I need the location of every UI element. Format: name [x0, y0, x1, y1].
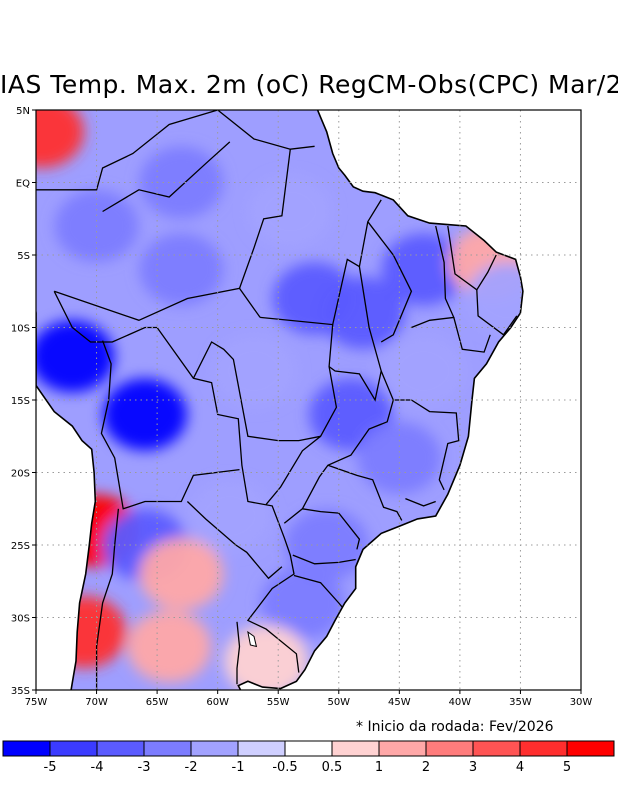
colorbar-swatch: [143, 740, 192, 757]
colorbar-label: -4: [91, 760, 104, 775]
lon-tick-label: 55W: [267, 697, 290, 708]
colorbar-label: 2: [422, 760, 430, 775]
colorbar-label: -1: [232, 760, 245, 775]
border-line: [53, 287, 261, 321]
border-line: [367, 221, 413, 343]
lon-tick-label: 40W: [449, 697, 472, 708]
border-line: [393, 399, 460, 491]
colorbar-swatch: [237, 740, 286, 757]
colorbar-label: -0.5: [272, 760, 297, 775]
border-line: [100, 340, 240, 510]
anomaly-blob: [127, 610, 212, 683]
lon-tick-label: 50W: [327, 697, 350, 708]
colorbar-label: 0.5: [322, 760, 343, 775]
border-line: [283, 370, 394, 524]
border-line: [328, 266, 382, 402]
lat-tick-label: 10S: [11, 324, 30, 335]
lon-tick-label: 75W: [25, 697, 48, 708]
border-line: [293, 574, 343, 608]
anomaly-blob: [36, 110, 85, 168]
border-line: [192, 341, 321, 442]
border-line: [302, 508, 361, 550]
anomaly-blob: [103, 378, 187, 451]
border-line: [236, 621, 241, 685]
border-line: [36, 110, 315, 191]
colorbar-label: -5: [44, 760, 57, 775]
anomaly-blob: [381, 335, 466, 407]
anomaly-blob: [224, 625, 309, 690]
colorbar-label: 4: [516, 760, 524, 775]
colorbar-label: -2: [185, 760, 198, 775]
colorbar-label: 5: [563, 760, 571, 775]
colorbar-label: 3: [469, 760, 477, 775]
border-line: [411, 225, 455, 329]
border-line: [292, 554, 356, 565]
colorbar-swatch: [425, 740, 474, 757]
lat-tick-label: EQ: [16, 179, 30, 190]
border-line: [186, 501, 283, 580]
anomaly-shading: [36, 110, 523, 690]
border-line: [405, 497, 436, 507]
border-line: [102, 141, 231, 213]
colorbar-swatch: [378, 740, 427, 757]
anomaly-blob: [36, 320, 115, 393]
colorbar-legend: -5 -4 -3 -2 -1 -0.5 0.5 1 2 3 4 5: [2, 740, 615, 775]
lon-tick-label: 70W: [85, 697, 108, 708]
lake-outline: [247, 630, 258, 648]
colorbar-swatch: [331, 740, 380, 757]
anomaly-blob: [187, 480, 272, 552]
anomaly-blob: [139, 233, 224, 306]
colorbar-swatch: [190, 740, 239, 757]
anomaly-blob: [466, 262, 523, 335]
lat-tick-label: 25S: [11, 541, 30, 552]
lat-tick-label: 20S: [11, 469, 30, 480]
lat-tick-label: 35S: [11, 686, 30, 697]
border-line: [238, 149, 291, 289]
anomaly-blob: [321, 277, 405, 349]
longitude-axis: 75W 70W 65W 60W 55W 50W 45W 40W 35W 30W: [25, 690, 593, 708]
colorbar-swatch: [49, 740, 98, 757]
latitude-axis: 5N EQ 5S 10S 15S 20S 25S 30S 35S: [11, 106, 36, 697]
colorbar-label: -3: [138, 760, 151, 775]
colorbar-swatch: [472, 740, 521, 757]
border-line: [327, 464, 403, 521]
border-line: [476, 289, 518, 336]
border-line: [260, 199, 382, 326]
plot-title: IAS Temp. Max. 2m (oC) RegCM-Obs(CPC) Ma…: [0, 70, 618, 99]
colorbar-swatch: [96, 740, 145, 757]
lat-tick-label: 5S: [17, 251, 30, 262]
lon-tick-label: 45W: [388, 697, 411, 708]
colorbar-label: 1: [375, 760, 383, 775]
coastline: [36, 110, 524, 690]
lon-tick-label: 65W: [146, 697, 169, 708]
colorbar-swatch: [2, 740, 51, 757]
pacific-sea-mask: [36, 233, 96, 690]
lon-tick-label: 35W: [509, 697, 532, 708]
anomaly-blob: [248, 175, 333, 248]
political-borders: [36, 110, 518, 690]
lon-tick-label: 30W: [570, 697, 593, 708]
lon-tick-label: 60W: [206, 697, 229, 708]
lat-tick-label: 15S: [11, 396, 30, 407]
anomaly-blob: [139, 146, 224, 219]
colorbar-swatch: [566, 740, 615, 757]
anomaly-blob: [212, 335, 296, 407]
run-start-note: * Inicio da rodada: Fev/2026: [356, 719, 554, 735]
anomaly-blob: [284, 509, 369, 581]
colorbar-swatch: [284, 740, 333, 757]
border-line: [53, 291, 300, 673]
border-line: [453, 317, 491, 353]
lat-tick-label: 5N: [16, 106, 30, 117]
colorbar-swatch: [519, 740, 568, 757]
lat-tick-label: 30S: [11, 614, 30, 625]
anomaly-blob: [139, 538, 224, 610]
